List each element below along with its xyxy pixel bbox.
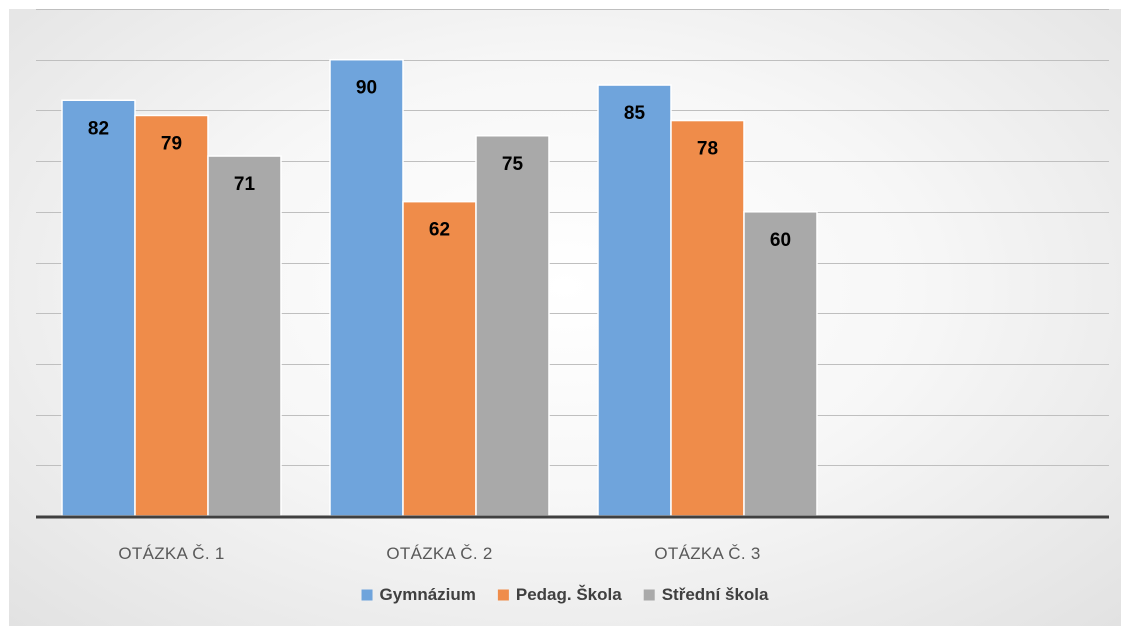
legend-swatch bbox=[361, 589, 373, 601]
legend-label: Střední škola bbox=[662, 585, 769, 604]
category-label-1: OTÁZKA Č. 1 bbox=[118, 544, 224, 563]
bar-cat3-series1 bbox=[597, 84, 672, 517]
bar-cat2-series3 bbox=[475, 135, 550, 517]
data-label-cat2-series1: 90 bbox=[356, 78, 377, 99]
legend-label: Gymnázium bbox=[380, 585, 476, 604]
data-label-cat3-series3: 60 bbox=[770, 230, 791, 251]
data-label-cat2-series2: 62 bbox=[429, 220, 450, 241]
legend-item-1: Gymnázium bbox=[361, 585, 476, 604]
data-label-cat1-series3: 71 bbox=[234, 174, 256, 195]
legend-item-2: Pedag. Škola bbox=[497, 585, 622, 604]
data-label-cat2-series3: 75 bbox=[502, 154, 524, 175]
legend-item-3: Střední škola bbox=[643, 585, 769, 604]
legend: Gymnázium Pedag. Škola Střední škola bbox=[361, 585, 769, 604]
chart-area: 82 79 71 90 62 75 85 78 60 OTÁZKA Č. 1 OTÁZKA Č. … bbox=[9, 9, 1121, 626]
bar-cat3-series2 bbox=[670, 119, 745, 517]
data-labels: 82 79 71 90 62 75 85 78 60 bbox=[88, 78, 791, 251]
category-labels: OTÁZKA Č. 1 OTÁZKA Č. 2 OTÁZKA Č. 3 bbox=[118, 544, 760, 563]
bar-cat2-series2 bbox=[402, 200, 477, 517]
bars bbox=[61, 58, 818, 517]
category-label-2: OTÁZKA Č. 2 bbox=[386, 544, 492, 563]
bar-cat1-series2 bbox=[134, 114, 209, 517]
bar-cat2-series1 bbox=[329, 58, 404, 517]
data-label-cat1-series1: 82 bbox=[88, 118, 109, 139]
bar-cat3-series3 bbox=[743, 211, 818, 517]
legend-label: Pedag. Škola bbox=[516, 585, 622, 604]
data-label-cat3-series2: 78 bbox=[697, 139, 718, 160]
data-label-cat3-series1: 85 bbox=[624, 103, 646, 124]
legend-swatch bbox=[497, 589, 509, 601]
legend-swatch bbox=[643, 589, 655, 601]
data-label-cat1-series2: 79 bbox=[161, 133, 182, 154]
bar-cat1-series3 bbox=[207, 155, 282, 517]
category-label-3: OTÁZKA Č. 3 bbox=[654, 544, 760, 563]
bar-cat1-series1 bbox=[61, 99, 136, 517]
